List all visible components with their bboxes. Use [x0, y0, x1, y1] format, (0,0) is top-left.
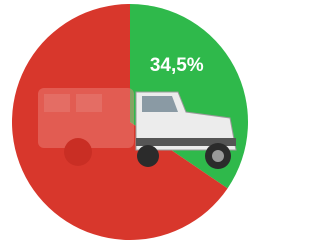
slice-label: 34,5% — [150, 55, 204, 76]
vehicle-window — [76, 94, 102, 112]
vehicle-wheel — [64, 138, 92, 166]
chart: 34,5% — [0, 0, 251, 242]
vehicle-window — [44, 94, 70, 112]
page: {"chart_data": {"type": "pie", "values":… — [0, 0, 251, 242]
labels: 34,5% — [150, 55, 204, 76]
